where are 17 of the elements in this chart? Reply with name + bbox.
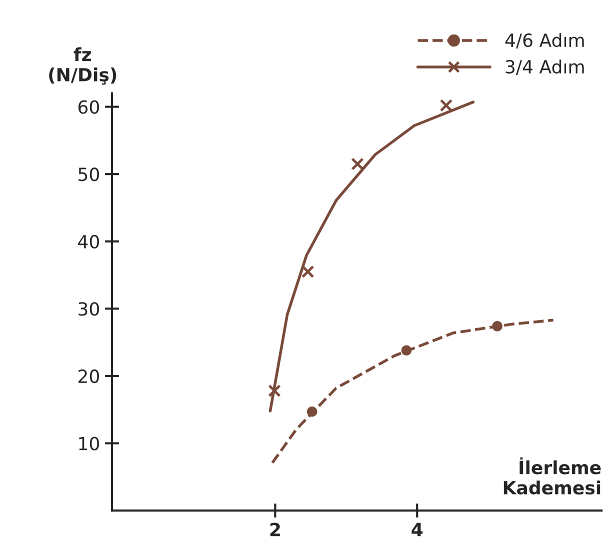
y-tick-label: 50 — [78, 168, 99, 182]
legend-label: 4/6 Adım — [505, 33, 584, 48]
y-tick-label: 60 — [78, 100, 99, 114]
x-tick-label: 4 — [412, 522, 423, 536]
y-tick-label: 10 — [79, 436, 99, 450]
legend-label: 3/4 Adım — [506, 60, 584, 75]
x-tick-label: 2 — [270, 522, 280, 536]
y-tick-label: 40 — [78, 234, 99, 248]
point — [440, 99, 453, 112]
point — [351, 158, 364, 170]
line-series — [268, 100, 475, 412]
y-axis-title: fz (N/Diş) — [49, 47, 116, 85]
x-axis-title: İlerleme Kademesi — [504, 457, 601, 495]
y-tick-label: 20 — [78, 369, 99, 384]
y-tick-label: 30 — [78, 302, 99, 316]
point — [301, 265, 314, 278]
point — [268, 384, 281, 398]
